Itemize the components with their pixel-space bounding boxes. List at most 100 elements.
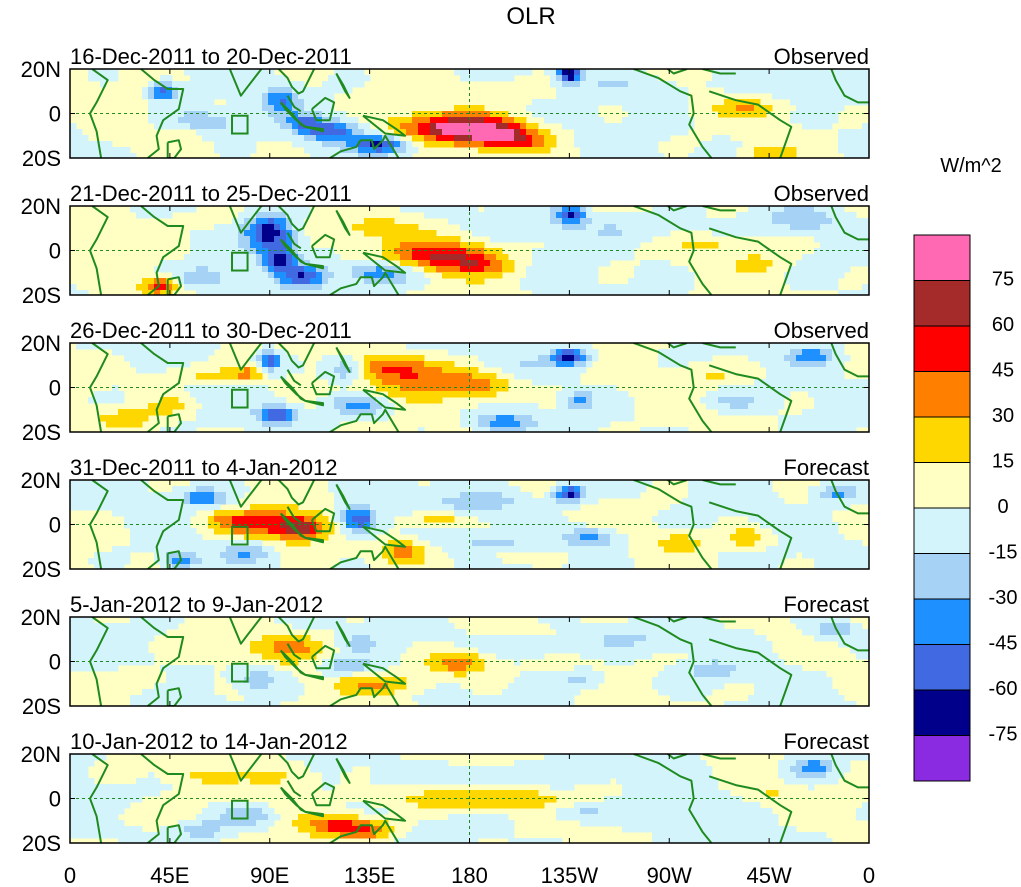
olr-cell: [724, 349, 731, 356]
olr-cell: [142, 534, 149, 541]
olr-cell: [694, 504, 701, 511]
olr-cell: [430, 486, 437, 493]
olr-cell: [472, 266, 479, 273]
olr-cell: [646, 75, 653, 82]
olr-cell: [472, 272, 479, 279]
olr-cell: [520, 206, 527, 213]
olr-cell: [490, 254, 497, 261]
olr-cell: [586, 153, 593, 158]
olr-cell: [358, 290, 365, 295]
olr-cell: [364, 129, 371, 136]
olr-cell: [730, 105, 737, 112]
olr-cell: [190, 558, 197, 565]
olr-cell: [208, 403, 215, 410]
olr-cell: [502, 117, 509, 124]
olr-cell: [226, 69, 233, 76]
olr-cell: [196, 105, 203, 112]
olr-cell: [124, 552, 131, 559]
olr-cell: [154, 522, 161, 529]
olr-cell: [238, 510, 245, 517]
olr-cell: [190, 421, 197, 428]
olr-cell: [460, 129, 467, 136]
olr-cell: [808, 69, 815, 76]
olr-cell: [586, 69, 593, 76]
olr-cell: [280, 367, 287, 374]
olr-cell: [604, 236, 611, 243]
olr-cell: [388, 290, 395, 295]
olr-cell: [406, 141, 413, 148]
olr-cell: [670, 218, 677, 225]
olr-cell: [610, 546, 617, 553]
olr-cell: [544, 260, 551, 267]
olr-cell: [580, 284, 587, 291]
olr-cell: [802, 254, 809, 261]
olr-cell: [808, 510, 815, 517]
olr-cell: [538, 278, 545, 285]
olr-cell: [592, 415, 599, 422]
olr-cell: [748, 409, 755, 416]
olr-cell: [136, 367, 143, 374]
olr-cell: [514, 141, 521, 148]
olr-cell: [196, 278, 203, 285]
olr-cell: [352, 397, 359, 404]
olr-cell: [238, 409, 245, 416]
olr-cell: [586, 343, 593, 350]
olr-cell: [340, 153, 347, 158]
olr-cell: [334, 278, 341, 285]
olr-cell: [640, 141, 647, 148]
olr-cell: [196, 355, 203, 362]
olr-cell: [268, 522, 275, 529]
olr-cell: [658, 206, 665, 213]
olr-cell: [808, 254, 815, 261]
olr-cell: [346, 486, 353, 493]
olr-cell: [166, 290, 173, 295]
olr-cell: [184, 540, 191, 547]
olr-cell: [472, 492, 479, 499]
olr-cell: [526, 534, 533, 541]
olr-cell: [478, 415, 485, 422]
olr-cell: [478, 260, 485, 267]
olr-cell: [670, 522, 677, 529]
olr-cell: [292, 99, 299, 106]
olr-cell: [760, 111, 767, 118]
olr-cell: [106, 552, 113, 559]
olr-cell: [292, 290, 299, 295]
olr-cell: [562, 272, 569, 279]
olr-cell: [160, 534, 167, 541]
olr-cell: [328, 75, 335, 82]
olr-cell: [370, 522, 377, 529]
olr-cell: [490, 516, 497, 523]
olr-cell: [118, 492, 125, 499]
olr-cell: [424, 385, 431, 392]
region-marker-box: [231, 388, 249, 409]
olr-cell: [268, 242, 275, 249]
olr-cell: [844, 254, 851, 261]
olr-cell: [706, 218, 713, 225]
olr-cell: [466, 367, 473, 374]
olr-cell: [82, 480, 89, 487]
olr-cell: [742, 397, 749, 404]
olr-cell: [382, 373, 389, 380]
olr-cell: [334, 486, 341, 493]
olr-cell: [442, 528, 449, 535]
olr-cell: [664, 278, 671, 285]
olr-cell: [154, 212, 161, 219]
olr-cell: [430, 141, 437, 148]
olr-cell: [358, 480, 365, 487]
olr-cell: [790, 69, 797, 76]
olr-cell: [826, 403, 833, 410]
olr-cell: [178, 492, 185, 499]
olr-cell: [358, 486, 365, 493]
olr-cell: [226, 528, 233, 535]
olr-cell: [826, 272, 833, 279]
olr-cell: [430, 123, 437, 130]
olr-cell: [388, 403, 395, 410]
coastline: [305, 399, 324, 407]
olr-cell: [514, 117, 521, 124]
olr-cell: [352, 260, 359, 267]
olr-cell: [112, 546, 119, 553]
olr-cell: [658, 427, 665, 432]
olr-cell: [568, 266, 575, 273]
olr-cell: [832, 69, 839, 76]
olr-cell: [502, 355, 509, 362]
